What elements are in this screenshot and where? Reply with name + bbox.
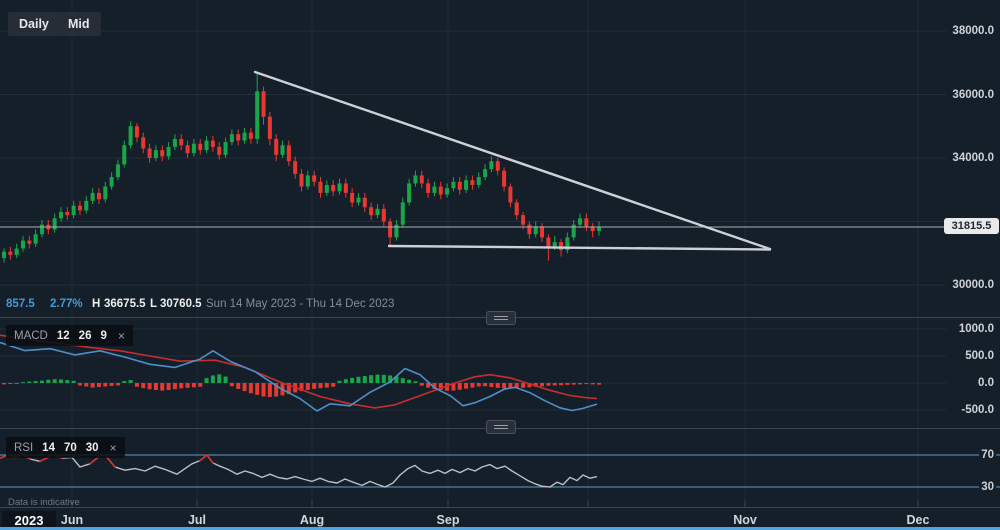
price-axis-label: 34000.0: [950, 152, 996, 164]
macd-axis-label: -500.0: [959, 404, 996, 416]
year-label: 2023: [2, 511, 56, 530]
rsi-pane-collapse-handle[interactable]: [486, 420, 516, 434]
macd-indicator-badge: MACD 12 26 9 ×: [6, 325, 133, 346]
month-axis-label: Aug: [299, 513, 325, 527]
macd-axis-label: 1000.0: [956, 323, 996, 335]
macd-name: MACD: [14, 329, 48, 342]
rsi-pane: [0, 453, 1000, 488]
price-axis-label: 30000.0: [950, 279, 996, 291]
current-price-label: 31815.5: [944, 218, 999, 234]
ohlc-info-bar: 857.5 2.77% H 36675.5 L 30760.5 Sun 14 M…: [0, 297, 946, 315]
rsi-name: RSI: [14, 441, 34, 454]
rsi-axis-divider: [0, 507, 1000, 508]
horizontal-scrollbar[interactable]: [0, 527, 1000, 530]
high-label: H: [92, 298, 101, 310]
macd-param-slow: 26: [78, 329, 92, 342]
month-axis-label: Sep: [436, 513, 460, 527]
macd-pane: [0, 334, 602, 412]
gridlines: [0, 0, 946, 507]
trendlines: [253, 70, 772, 251]
price-axis-label: 36000.0: [950, 88, 996, 101]
macd-param-fast: 12: [56, 329, 70, 342]
rsi-param-lower: 30: [85, 441, 99, 454]
candlestick-series: [2, 73, 602, 263]
month-axis-label: Jun: [60, 513, 84, 527]
month-axis-label: Nov: [733, 513, 757, 527]
month-axis-label: Dec: [906, 513, 930, 527]
rsi-param-upper: 70: [63, 441, 77, 454]
low-label: L: [150, 298, 158, 310]
macd-axis-label: 0.0: [976, 377, 996, 389]
price-axis-label: 38000.0: [950, 25, 996, 37]
rsi-param-period: 14: [42, 441, 55, 454]
rsi-indicator-badge: RSI 14 70 30 ×: [6, 437, 125, 458]
data-indicative-note: Data is indicative: [8, 497, 80, 508]
price-change-value: 857.5: [6, 298, 35, 310]
month-axis-label: Jul: [187, 513, 207, 527]
macd-axis-label: 500.0: [963, 350, 996, 362]
rsi-axis-label: 70: [979, 449, 996, 461]
price-change-percent: 2.77%: [50, 298, 83, 310]
price-mid-button[interactable]: Mid: [57, 12, 101, 36]
timeframe-daily-button[interactable]: Daily: [8, 12, 60, 36]
rsi-axis-label: 30: [979, 481, 996, 493]
low-value: 30760.5: [160, 298, 202, 310]
macd-close-icon[interactable]: ×: [117, 328, 125, 343]
high-value: 36675.5: [104, 298, 146, 310]
macd-pane-collapse-handle[interactable]: [486, 311, 516, 325]
rsi-close-icon[interactable]: ×: [109, 440, 117, 455]
macd-param-signal: 9: [100, 329, 107, 342]
date-range: Sun 14 May 2023 - Thu 14 Dec 2023: [206, 298, 395, 310]
